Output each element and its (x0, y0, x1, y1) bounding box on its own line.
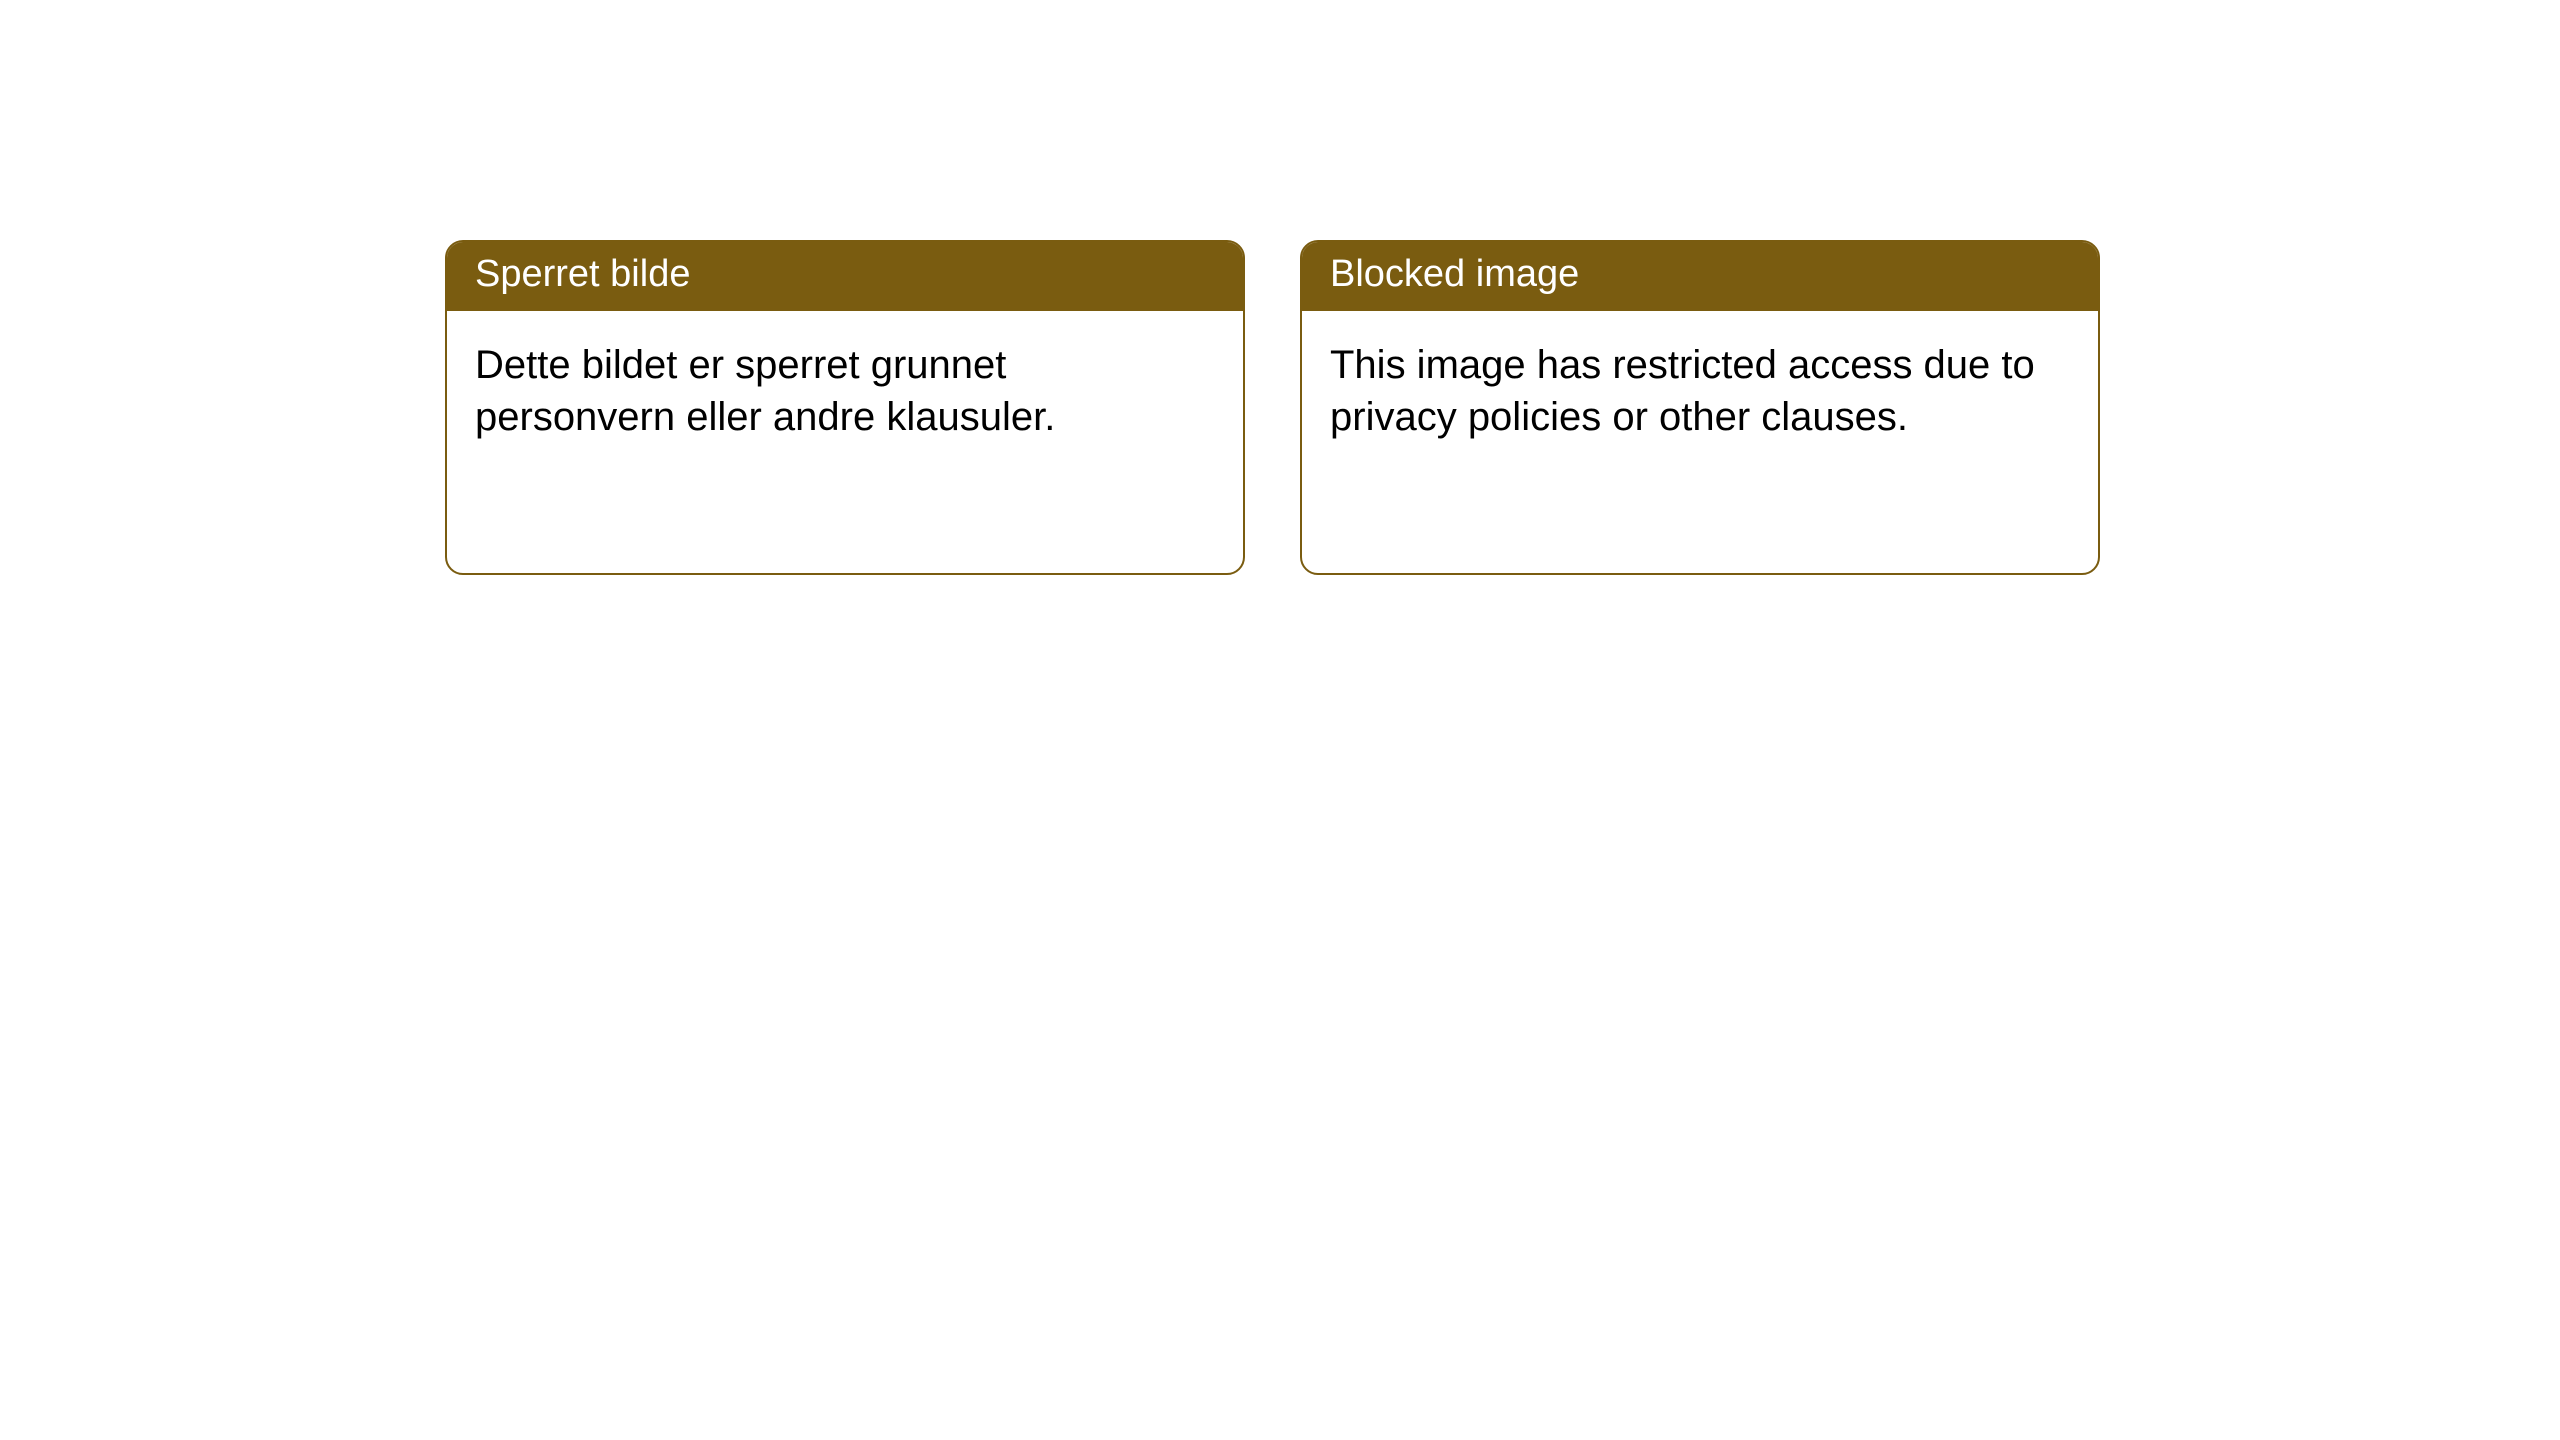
notice-body-english: This image has restricted access due to … (1302, 311, 2098, 471)
notice-body-norwegian: Dette bildet er sperret grunnet personve… (447, 311, 1243, 471)
notice-header-norwegian: Sperret bilde (447, 242, 1243, 311)
notice-box-english: Blocked image This image has restricted … (1300, 240, 2100, 575)
notice-box-norwegian: Sperret bilde Dette bildet er sperret gr… (445, 240, 1245, 575)
notice-header-english: Blocked image (1302, 242, 2098, 311)
notice-container: Sperret bilde Dette bildet er sperret gr… (0, 0, 2560, 575)
